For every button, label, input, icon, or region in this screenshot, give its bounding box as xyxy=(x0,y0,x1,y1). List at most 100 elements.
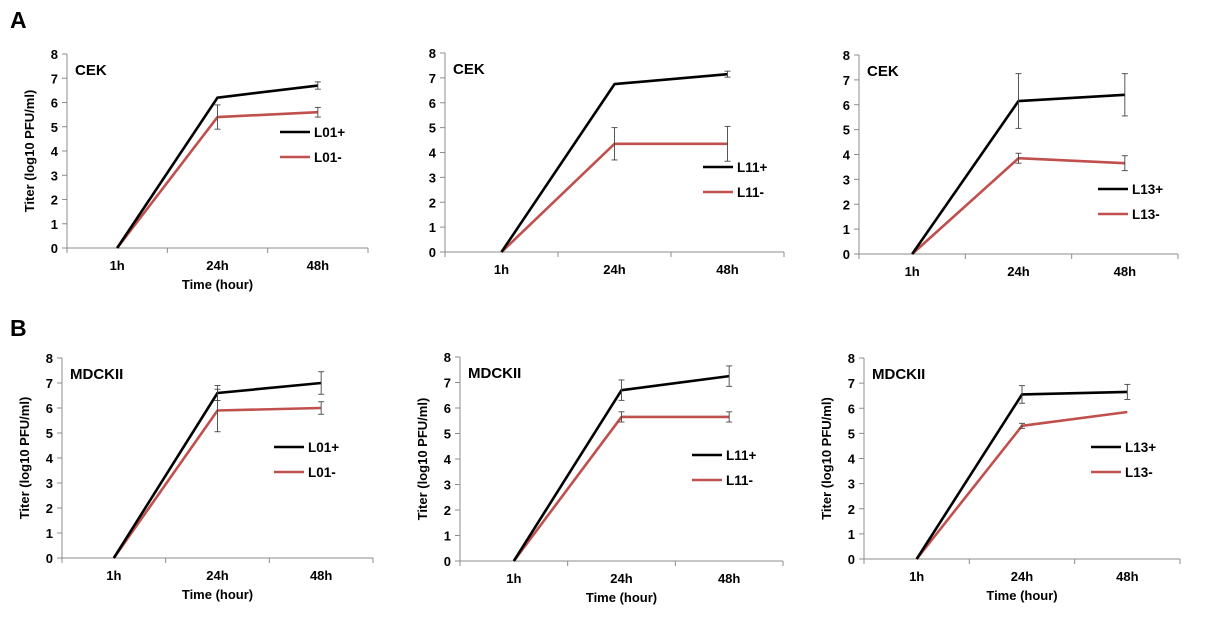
y-tick-label: 1 xyxy=(51,217,58,232)
legend-label: L11- xyxy=(726,473,753,488)
y-tick-label: 5 xyxy=(444,427,451,442)
x-tick-label: 48h xyxy=(1116,569,1138,584)
legend-label: L13+ xyxy=(1125,440,1156,455)
chart-5: 0 1 2 3 4 5 6 7 8 1h 24h 48h MDCKII Time (hour) Titer … xyxy=(415,350,784,605)
y-tick-label: 7 xyxy=(46,376,53,391)
series-line-L11+ xyxy=(500,72,728,253)
chart-4: 0 1 2 3 4 5 6 7 8 1h 24h 48h MDCKII Time (hour) Titer … xyxy=(17,351,374,602)
chart-2: 0 1 2 3 4 5 6 7 8 1h 24h 48h CEK L11+ L11- xyxy=(429,46,785,277)
y-tick-label: 5 xyxy=(429,121,436,136)
chart-3: 0 1 2 3 4 5 6 7 8 1h 24h 48h CEK L13+ L13- xyxy=(843,48,1179,279)
y-tick-label: 6 xyxy=(843,98,850,113)
y-tick-label: 7 xyxy=(444,376,451,391)
x-tick-label: 1h xyxy=(494,262,509,277)
x-axis-title: Time (hour) xyxy=(182,277,253,292)
y-axis-title: Titer (log10 PFU/ml) xyxy=(17,397,32,520)
y-tick-label: 3 xyxy=(46,476,53,491)
x-tick-label: 48h xyxy=(307,258,329,273)
y-tick-label: 2 xyxy=(51,193,58,208)
y-tick-label: 8 xyxy=(429,46,436,61)
x-axis-title: Time (hour) xyxy=(986,588,1057,603)
y-tick-label: 7 xyxy=(429,71,436,86)
legend-label: L01+ xyxy=(314,125,345,140)
series-line-L13- xyxy=(915,410,1128,560)
y-tick-label: 0 xyxy=(46,551,53,566)
legend-label: L11+ xyxy=(726,448,757,463)
y-tick-label: 5 xyxy=(51,120,58,135)
y-tick-label: 4 xyxy=(51,144,59,159)
y-tick-label: 0 xyxy=(848,552,855,567)
y-tick-label: 4 xyxy=(46,451,54,466)
y-tick-label: 6 xyxy=(444,401,451,416)
x-tick-label: 48h xyxy=(1114,264,1136,279)
chart-1: 0 1 2 3 4 5 6 7 8 1h 24h 48h CEK Time (hour) Titer (lo… xyxy=(22,47,369,292)
x-tick-label: 24h xyxy=(603,262,625,277)
y-tick-label: 0 xyxy=(843,247,850,262)
x-tick-label: 24h xyxy=(1011,569,1033,584)
y-tick-label: 4 xyxy=(429,146,437,161)
x-tick-label: 24h xyxy=(206,568,228,583)
y-tick-label: 8 xyxy=(46,351,53,366)
x-axis-title: Time (hour) xyxy=(586,590,657,605)
x-tick-label: 1h xyxy=(905,264,920,279)
y-tick-label: 7 xyxy=(848,376,855,391)
y-tick-label: 6 xyxy=(46,401,53,416)
panel-label-a: A xyxy=(10,7,27,33)
chart-title: MDCKII xyxy=(468,365,521,382)
y-tick-label: 6 xyxy=(429,96,436,111)
y-tick-label: 1 xyxy=(46,526,53,541)
y-tick-label: 3 xyxy=(444,478,451,493)
series-line-L11+ xyxy=(512,374,730,562)
y-tick-label: 7 xyxy=(843,73,850,88)
x-tick-label: 1h xyxy=(506,571,521,586)
y-tick-label: 3 xyxy=(843,172,850,187)
x-tick-label: 1h xyxy=(106,568,121,583)
chart-title: MDCKII xyxy=(872,366,925,383)
x-tick-label: 24h xyxy=(1007,264,1029,279)
y-tick-label: 2 xyxy=(444,503,451,518)
x-axis-title: Time (hour) xyxy=(182,587,253,602)
legend-label: L01- xyxy=(308,465,336,480)
y-tick-label: 7 xyxy=(51,71,58,86)
x-tick-label: 48h xyxy=(716,262,738,277)
x-tick-label: 48h xyxy=(718,571,740,586)
y-tick-label: 4 xyxy=(444,452,452,467)
y-tick-label: 0 xyxy=(429,245,436,260)
y-tick-label: 3 xyxy=(429,170,436,185)
x-tick-label: 1h xyxy=(110,258,125,273)
chart-grid: 0 1 2 3 4 5 6 7 8 1h 24h 48h CEK Time (hour) Titer (lo… xyxy=(17,46,1181,605)
x-tick-label: 24h xyxy=(206,258,228,273)
legend-label: L11- xyxy=(737,185,764,200)
chart-title: CEK xyxy=(75,62,107,79)
x-tick-label: 1h xyxy=(909,569,924,584)
legend-label: L01+ xyxy=(308,440,339,455)
legend-label: L13+ xyxy=(1132,182,1163,197)
chart-title: CEK xyxy=(453,61,485,78)
y-tick-label: 5 xyxy=(848,426,855,441)
chart-6: 0 1 2 3 4 5 6 7 8 1h 24h 48h MDCKII Time (hour) Titer … xyxy=(819,351,1181,603)
y-tick-label: 8 xyxy=(51,47,58,62)
series-line-L01+ xyxy=(116,84,318,249)
legend-label: L13- xyxy=(1125,465,1153,480)
y-tick-label: 2 xyxy=(843,197,850,212)
y-tick-label: 2 xyxy=(46,501,53,516)
y-tick-label: 3 xyxy=(51,168,58,183)
legend-label: L11+ xyxy=(737,160,768,175)
y-axis-title: Titer (log10 PFU/ml) xyxy=(415,398,430,521)
y-tick-label: 5 xyxy=(46,426,53,441)
y-tick-label: 2 xyxy=(848,502,855,517)
y-tick-label: 0 xyxy=(51,241,58,256)
y-tick-label: 4 xyxy=(848,452,856,467)
y-tick-label: 4 xyxy=(843,148,851,163)
series-line-L11- xyxy=(512,415,730,562)
y-tick-label: 8 xyxy=(848,351,855,366)
panel-label-b: B xyxy=(10,315,27,341)
y-tick-label: 1 xyxy=(429,220,436,235)
y-tick-label: 6 xyxy=(51,96,58,111)
legend-label: L01- xyxy=(314,150,342,165)
y-tick-label: 8 xyxy=(843,48,850,63)
chart-title: CEK xyxy=(867,63,899,80)
y-tick-label: 0 xyxy=(444,554,451,569)
y-tick-label: 1 xyxy=(848,527,855,542)
